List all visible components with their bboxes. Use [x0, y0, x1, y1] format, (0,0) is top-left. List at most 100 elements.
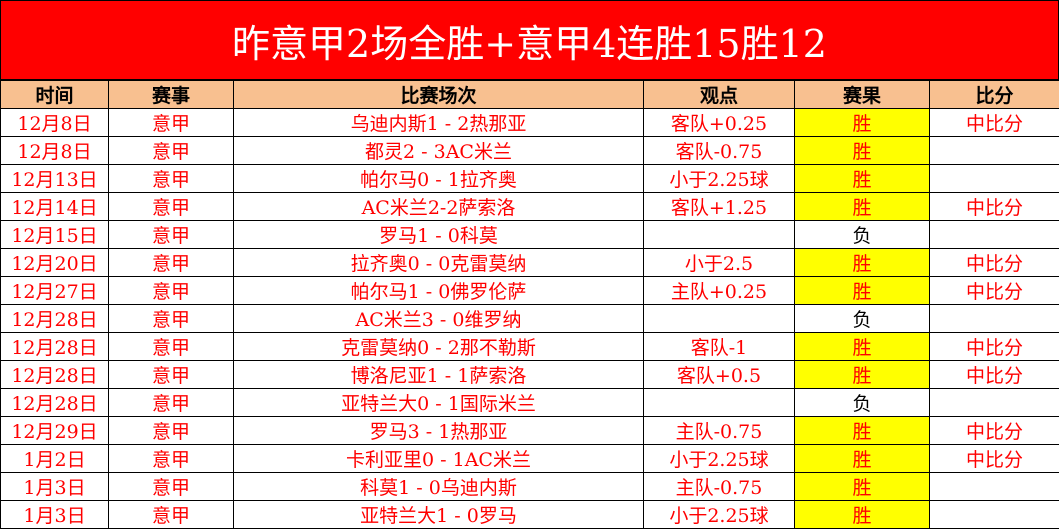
pick-cell: 客队-0.75: [643, 136, 795, 165]
match-cell: 帕尔马0 - 1拉齐奥: [233, 164, 644, 193]
result-cell: 负: [794, 220, 930, 249]
score-cell: 中比分: [929, 444, 1059, 473]
result-cell: 胜: [794, 192, 930, 221]
table-row: 1月2日 意甲 卡利亚里0 - 1AC米兰 小于2.25球胜中比分: [0, 444, 1059, 473]
league-cell: 意甲: [108, 164, 234, 193]
table-row: 12月28日 意甲 亚特兰大0 - 1国际米兰 负: [0, 388, 1059, 417]
result-cell: 胜: [794, 164, 930, 193]
result-cell: 胜: [794, 332, 930, 361]
pick-cell: 客队+0.25: [643, 108, 795, 137]
league-cell: 意甲: [108, 192, 234, 221]
result-cell: 负: [794, 388, 930, 417]
table-row: 12月20日 意甲 拉齐奥0 - 0克雷莫纳 小于2.5 胜中比分: [0, 248, 1059, 277]
pick-cell: 小于2.5: [643, 248, 795, 277]
league-cell: 意甲: [108, 444, 234, 473]
table-row: 12月13日 意甲 帕尔马0 - 1拉齐奥 小于2.25球胜: [0, 164, 1059, 193]
match-cell: 亚特兰大1 - 0罗马: [233, 500, 644, 529]
date-cell: 12月29日: [0, 416, 109, 445]
score-cell: 中比分: [929, 332, 1059, 361]
score-cell: 中比分: [929, 192, 1059, 221]
match-cell: 罗马1 - 0科莫: [233, 220, 644, 249]
pick-cell: 小于2.25球: [643, 164, 795, 193]
pick-cell: [643, 304, 795, 333]
match-cell: 乌迪内斯1 - 2热那亚: [233, 108, 644, 137]
result-cell: 胜: [794, 108, 930, 137]
table-row: 12月8日 意甲 都灵2 - 3AC米兰 客队-0.75 胜: [0, 136, 1059, 165]
date-cell: 12月8日: [0, 108, 109, 137]
table-row: 12月14日 意甲 AC米兰2-2萨索洛 客队+1.25 胜中比分: [0, 192, 1059, 221]
table-row: 12月28日 意甲 克雷莫纳0 - 2那不勒斯 客队-1 胜中比分: [0, 332, 1059, 361]
match-cell: 博洛尼亚1 - 1萨索洛: [233, 360, 644, 389]
header-score: 比分: [929, 80, 1059, 109]
score-cell: [929, 472, 1059, 501]
pick-cell: 主队+0.25: [643, 276, 795, 305]
result-cell: 胜: [794, 444, 930, 473]
league-cell: 意甲: [108, 304, 234, 333]
date-cell: 12月20日: [0, 248, 109, 277]
match-cell: AC米兰2-2萨索洛: [233, 192, 644, 221]
date-cell: 12月28日: [0, 388, 109, 417]
score-cell: [929, 388, 1059, 417]
match-cell: 亚特兰大0 - 1国际米兰: [233, 388, 644, 417]
league-cell: 意甲: [108, 136, 234, 165]
pick-cell: 客队-1: [643, 332, 795, 361]
league-cell: 意甲: [108, 220, 234, 249]
result-cell: 胜: [794, 500, 930, 529]
table-row: 12月27日 意甲 帕尔马1 - 0佛罗伦萨 主队+0.25 胜中比分: [0, 276, 1059, 305]
page-title: 昨意甲2场全胜+意甲4连胜15胜12: [0, 0, 1059, 80]
table-row: 12月28日 意甲 博洛尼亚1 - 1萨索洛 客队+0.5 胜中比分: [0, 360, 1059, 389]
pick-cell: 主队-0.75: [643, 416, 795, 445]
header-row: 时间 赛事 比赛场次 观点 赛果 比分: [0, 80, 1059, 109]
match-cell: 拉齐奥0 - 0克雷莫纳: [233, 248, 644, 277]
date-cell: 12月15日: [0, 220, 109, 249]
table-row: 12月28日 意甲 AC米兰3 - 0维罗纳 负: [0, 304, 1059, 333]
header-league: 赛事: [108, 80, 234, 109]
match-cell: 都灵2 - 3AC米兰: [233, 136, 644, 165]
league-cell: 意甲: [108, 248, 234, 277]
match-cell: 帕尔马1 - 0佛罗伦萨: [233, 276, 644, 305]
match-cell: 卡利亚里0 - 1AC米兰: [233, 444, 644, 473]
date-cell: 12月14日: [0, 192, 109, 221]
league-cell: 意甲: [108, 500, 234, 529]
result-cell: 胜: [794, 416, 930, 445]
pick-cell: 小于2.25球: [643, 500, 795, 529]
header-date: 时间: [0, 80, 109, 109]
match-cell: 科莫1 - 0乌迪内斯: [233, 472, 644, 501]
pick-cell: [643, 388, 795, 417]
match-cell: 克雷莫纳0 - 2那不勒斯: [233, 332, 644, 361]
league-cell: 意甲: [108, 472, 234, 501]
date-cell: 12月28日: [0, 360, 109, 389]
date-cell: 1月3日: [0, 472, 109, 501]
score-cell: [929, 304, 1059, 333]
date-cell: 12月27日: [0, 276, 109, 305]
score-cell: 中比分: [929, 276, 1059, 305]
header-pick: 观点: [643, 80, 795, 109]
date-cell: 1月3日: [0, 500, 109, 529]
score-cell: 中比分: [929, 108, 1059, 137]
score-cell: 中比分: [929, 416, 1059, 445]
pick-cell: 小于2.25球: [643, 444, 795, 473]
date-cell: 12月28日: [0, 332, 109, 361]
table-row: 1月3日 意甲 科莫1 - 0乌迪内斯 主队-0.75 胜: [0, 472, 1059, 501]
date-cell: 1月2日: [0, 444, 109, 473]
date-cell: 12月28日: [0, 304, 109, 333]
result-cell: 胜: [794, 472, 930, 501]
table-row: 12月15日 意甲 罗马1 - 0科莫 负: [0, 220, 1059, 249]
result-cell: 胜: [794, 360, 930, 389]
league-cell: 意甲: [108, 108, 234, 137]
league-cell: 意甲: [108, 388, 234, 417]
result-cell: 胜: [794, 276, 930, 305]
table-row: 1月3日 意甲 亚特兰大1 - 0罗马 小于2.25球胜: [0, 500, 1059, 529]
result-cell: 胜: [794, 248, 930, 277]
score-cell: 中比分: [929, 248, 1059, 277]
date-cell: 12月8日: [0, 136, 109, 165]
score-cell: [929, 164, 1059, 193]
table-row: 12月8日 意甲 乌迪内斯1 - 2热那亚 客队+0.25 胜中比分: [0, 108, 1059, 137]
pick-cell: 客队+0.5: [643, 360, 795, 389]
match-cell: 罗马3 - 1热那亚: [233, 416, 644, 445]
result-cell: 负: [794, 304, 930, 333]
league-cell: 意甲: [108, 360, 234, 389]
header-match: 比赛场次: [233, 80, 644, 109]
score-cell: [929, 220, 1059, 249]
league-cell: 意甲: [108, 276, 234, 305]
